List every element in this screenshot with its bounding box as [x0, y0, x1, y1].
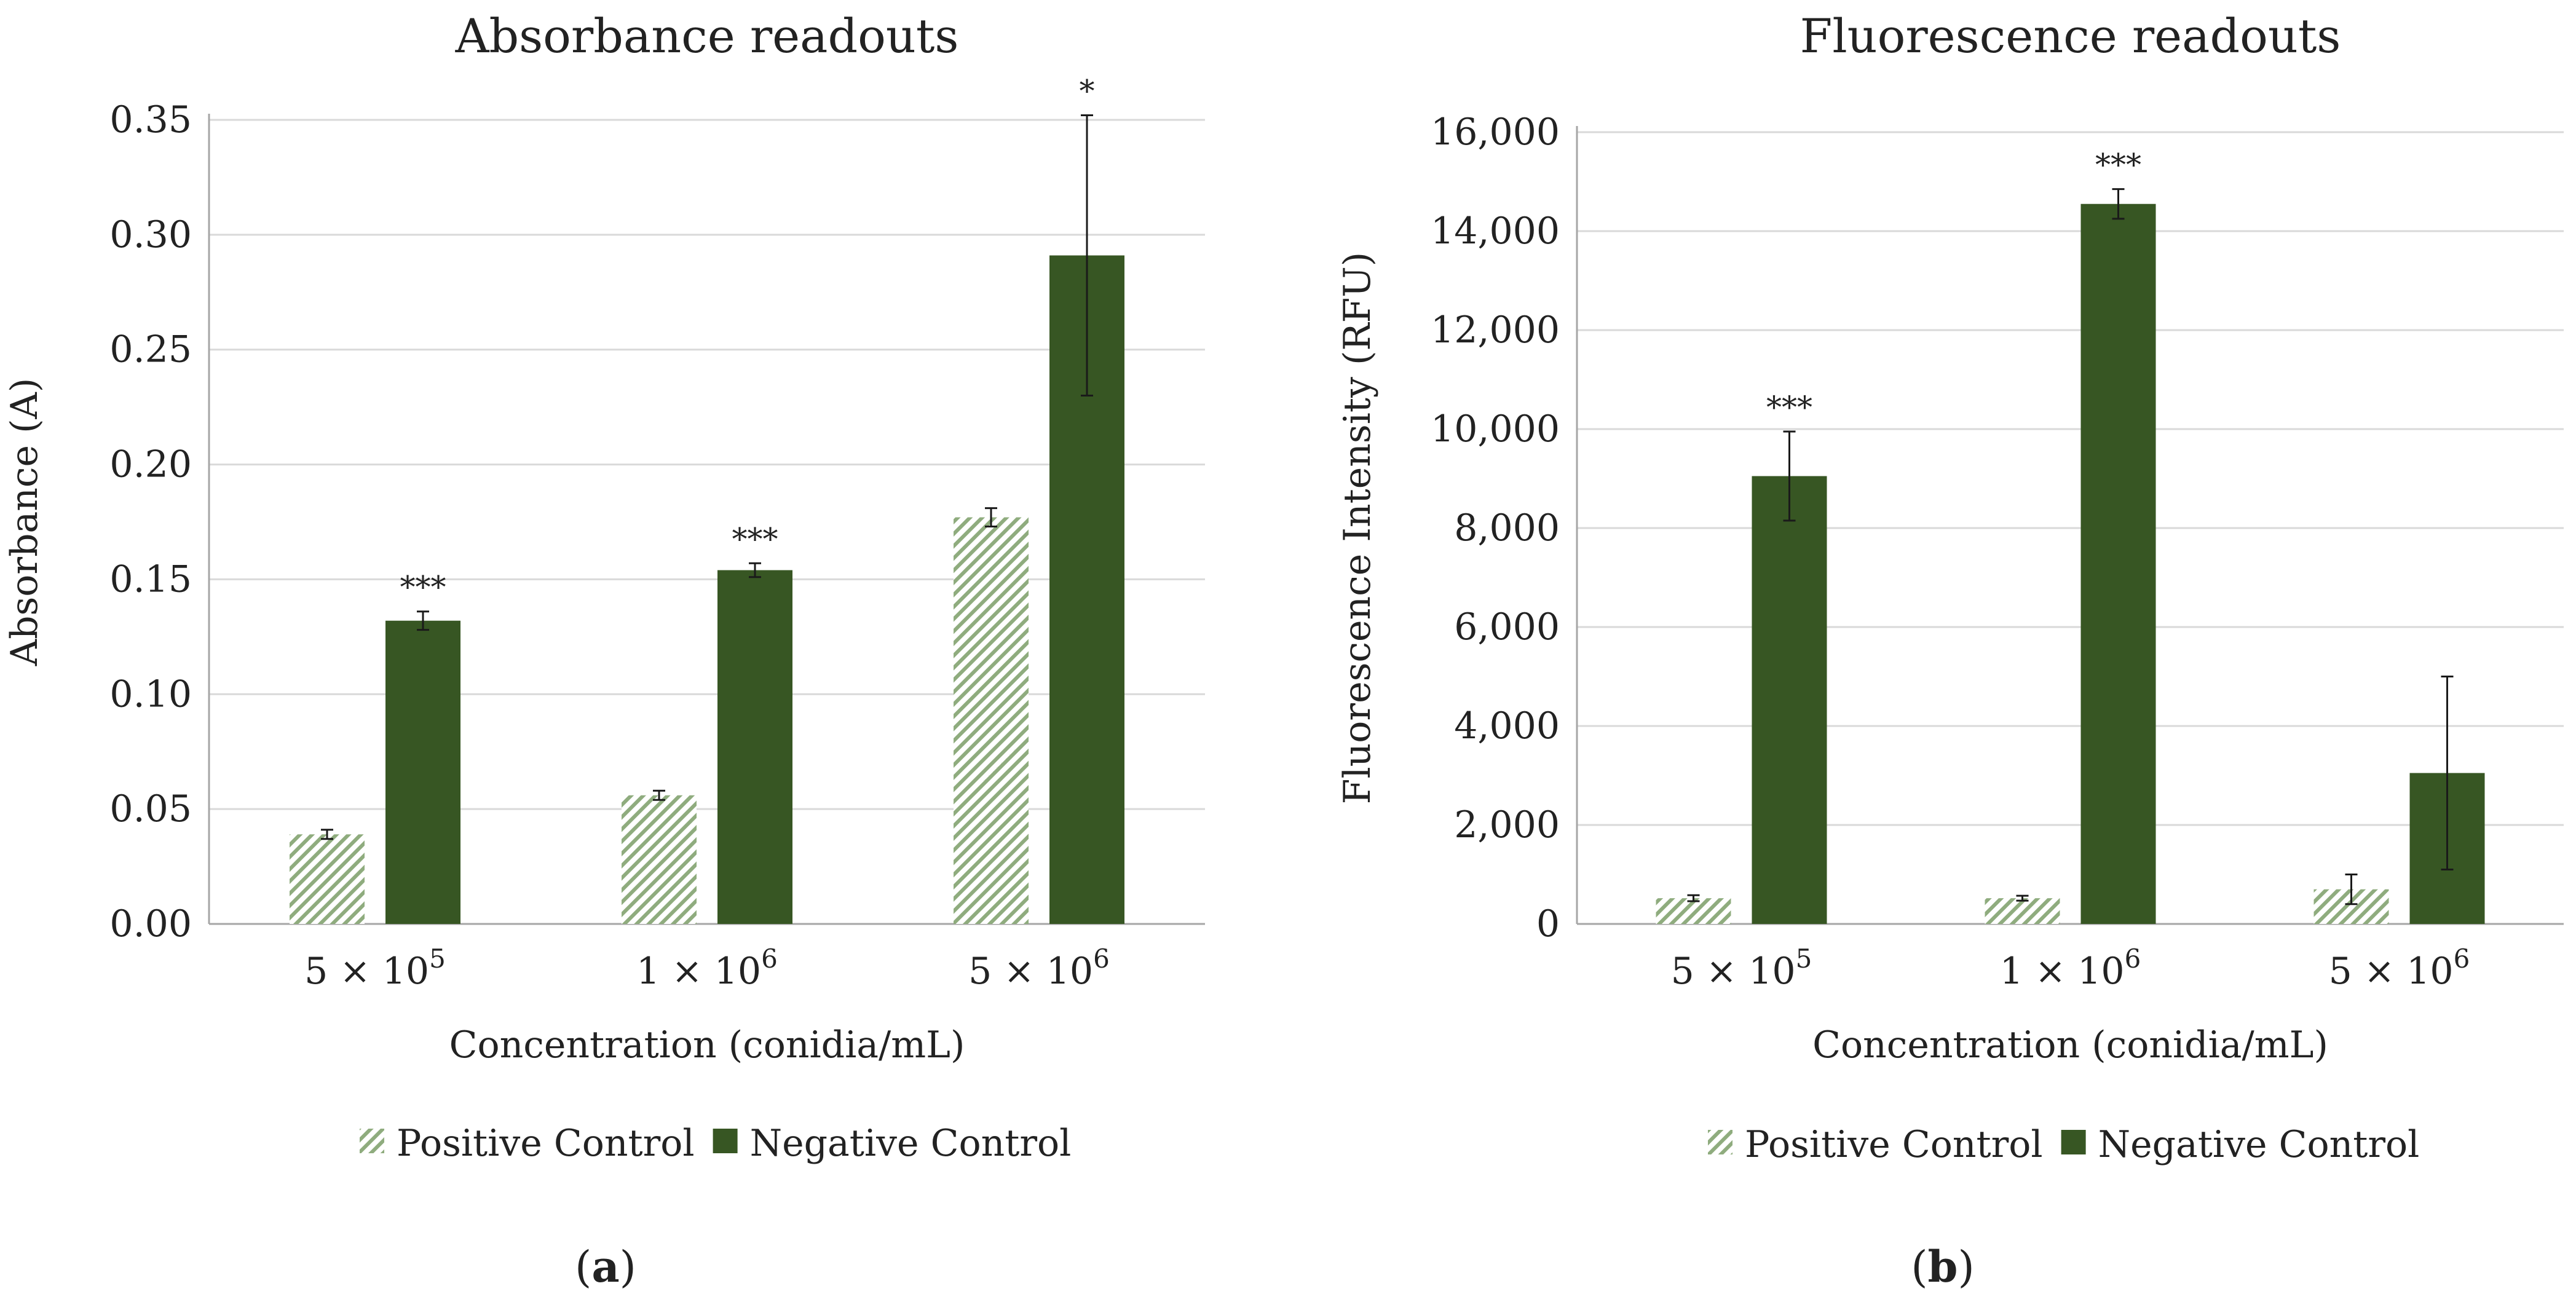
y-tick-label: 16,000: [1431, 111, 1560, 154]
x-tick-label: 1 × 106: [2000, 944, 2141, 993]
bar-positive-control: [1656, 898, 1731, 924]
legend-label: Negative Control: [750, 1122, 1072, 1165]
bar-positive-control: [290, 834, 365, 924]
legend-swatch: [360, 1129, 384, 1153]
y-tick-label: 0.15: [109, 558, 192, 601]
panel-letter: a: [591, 1241, 619, 1292]
y-tick-label: 0.05: [109, 787, 192, 831]
x-tick-base: 5 × 10: [968, 950, 1093, 993]
bar-negative-control: [385, 620, 460, 924]
y-tick-label: 0: [1536, 902, 1560, 945]
x-tick-label: 5 × 105: [304, 944, 446, 993]
y-tick-label: 0.00: [109, 902, 192, 945]
x-tick-label: 5 × 106: [2329, 944, 2470, 993]
panel-paren: ): [620, 1242, 636, 1292]
panel-letter: b: [1928, 1241, 1958, 1292]
y-tick-label: 12,000: [1431, 309, 1560, 352]
panel-label: (b): [1911, 1241, 1975, 1292]
legend-swatch: [713, 1129, 738, 1153]
bar-positive-control: [1985, 898, 2060, 924]
bar-positive-control: [954, 517, 1029, 924]
significance-marker: ***: [400, 570, 446, 606]
x-tick-label: 1 × 106: [636, 944, 778, 993]
bar-negative-control: [2080, 203, 2156, 925]
x-tick-base: 1 × 10: [2000, 950, 2125, 993]
panel-label: (a): [575, 1241, 636, 1292]
y-tick-label: 4,000: [1454, 704, 1560, 748]
y-axis-label: Fluorescence Intensity (RFU): [1336, 252, 1379, 804]
x-tick-base: 5 × 10: [2329, 950, 2454, 993]
legend-swatch: [2061, 1130, 2086, 1154]
x-tick-label: 5 × 105: [1671, 944, 1812, 993]
significance-marker: ***: [2095, 148, 2141, 183]
x-tick-base: 1 × 10: [636, 950, 761, 993]
legend-label: Positive Control: [397, 1122, 695, 1165]
x-tick-exponent: 6: [2454, 944, 2470, 974]
y-tick-label: 14,000: [1431, 210, 1560, 253]
x-axis-label: Concentration (conidia/mL): [1812, 1024, 2328, 1067]
panel-paren: (: [575, 1242, 591, 1292]
panel-paren: ): [1958, 1242, 1974, 1292]
panel-paren: (: [1911, 1242, 1927, 1292]
x-tick-exponent: 6: [2125, 944, 2141, 974]
y-tick-label: 0.10: [109, 673, 192, 716]
bar-negative-control: [717, 570, 792, 924]
x-tick-exponent: 6: [1093, 944, 1110, 974]
x-tick-base: 5 × 10: [304, 950, 429, 993]
significance-marker: ***: [1766, 390, 1812, 425]
x-tick-exponent: 5: [429, 944, 446, 974]
y-tick-label: 0.20: [109, 443, 192, 486]
chart-title: Fluorescence readouts: [1800, 9, 2341, 63]
x-tick-exponent: 5: [1796, 944, 1812, 974]
fluorescence-chart: Fluorescence readouts 0 2,000 4,000 6,000 8,0…: [1336, 9, 2564, 1292]
bar-negative-control: [1752, 476, 1827, 924]
legend-label: Positive Control: [1745, 1123, 2043, 1166]
significance-marker: ***: [732, 521, 778, 557]
x-tick-base: 5 × 10: [1671, 950, 1796, 993]
y-tick-label: 10,000: [1431, 408, 1560, 451]
bar-positive-control: [622, 795, 697, 924]
y-tick-label: 0.25: [109, 328, 192, 371]
x-axis-label: Concentration (conidia/mL): [449, 1024, 965, 1067]
y-axis-label: Absorbance (A): [3, 378, 46, 667]
y-tick-label: 8,000: [1454, 507, 1560, 550]
y-tick-label: 0.35: [109, 98, 192, 141]
chart-title: Absorbance readouts: [455, 9, 959, 63]
y-tick-label: 6,000: [1454, 606, 1560, 649]
y-tick-label: 0.30: [109, 213, 192, 256]
absorbance-chart: Absorbance readouts 0.00 0.05 0.10 0.15 0.20 0…: [3, 9, 1205, 1292]
legend-label: Negative Control: [2098, 1123, 2420, 1166]
legend-swatch: [1708, 1130, 1732, 1154]
significance-marker: *: [1080, 74, 1095, 109]
x-tick-exponent: 6: [761, 944, 778, 974]
y-tick-label: 2,000: [1454, 803, 1560, 846]
x-tick-label: 5 × 106: [968, 944, 1110, 993]
